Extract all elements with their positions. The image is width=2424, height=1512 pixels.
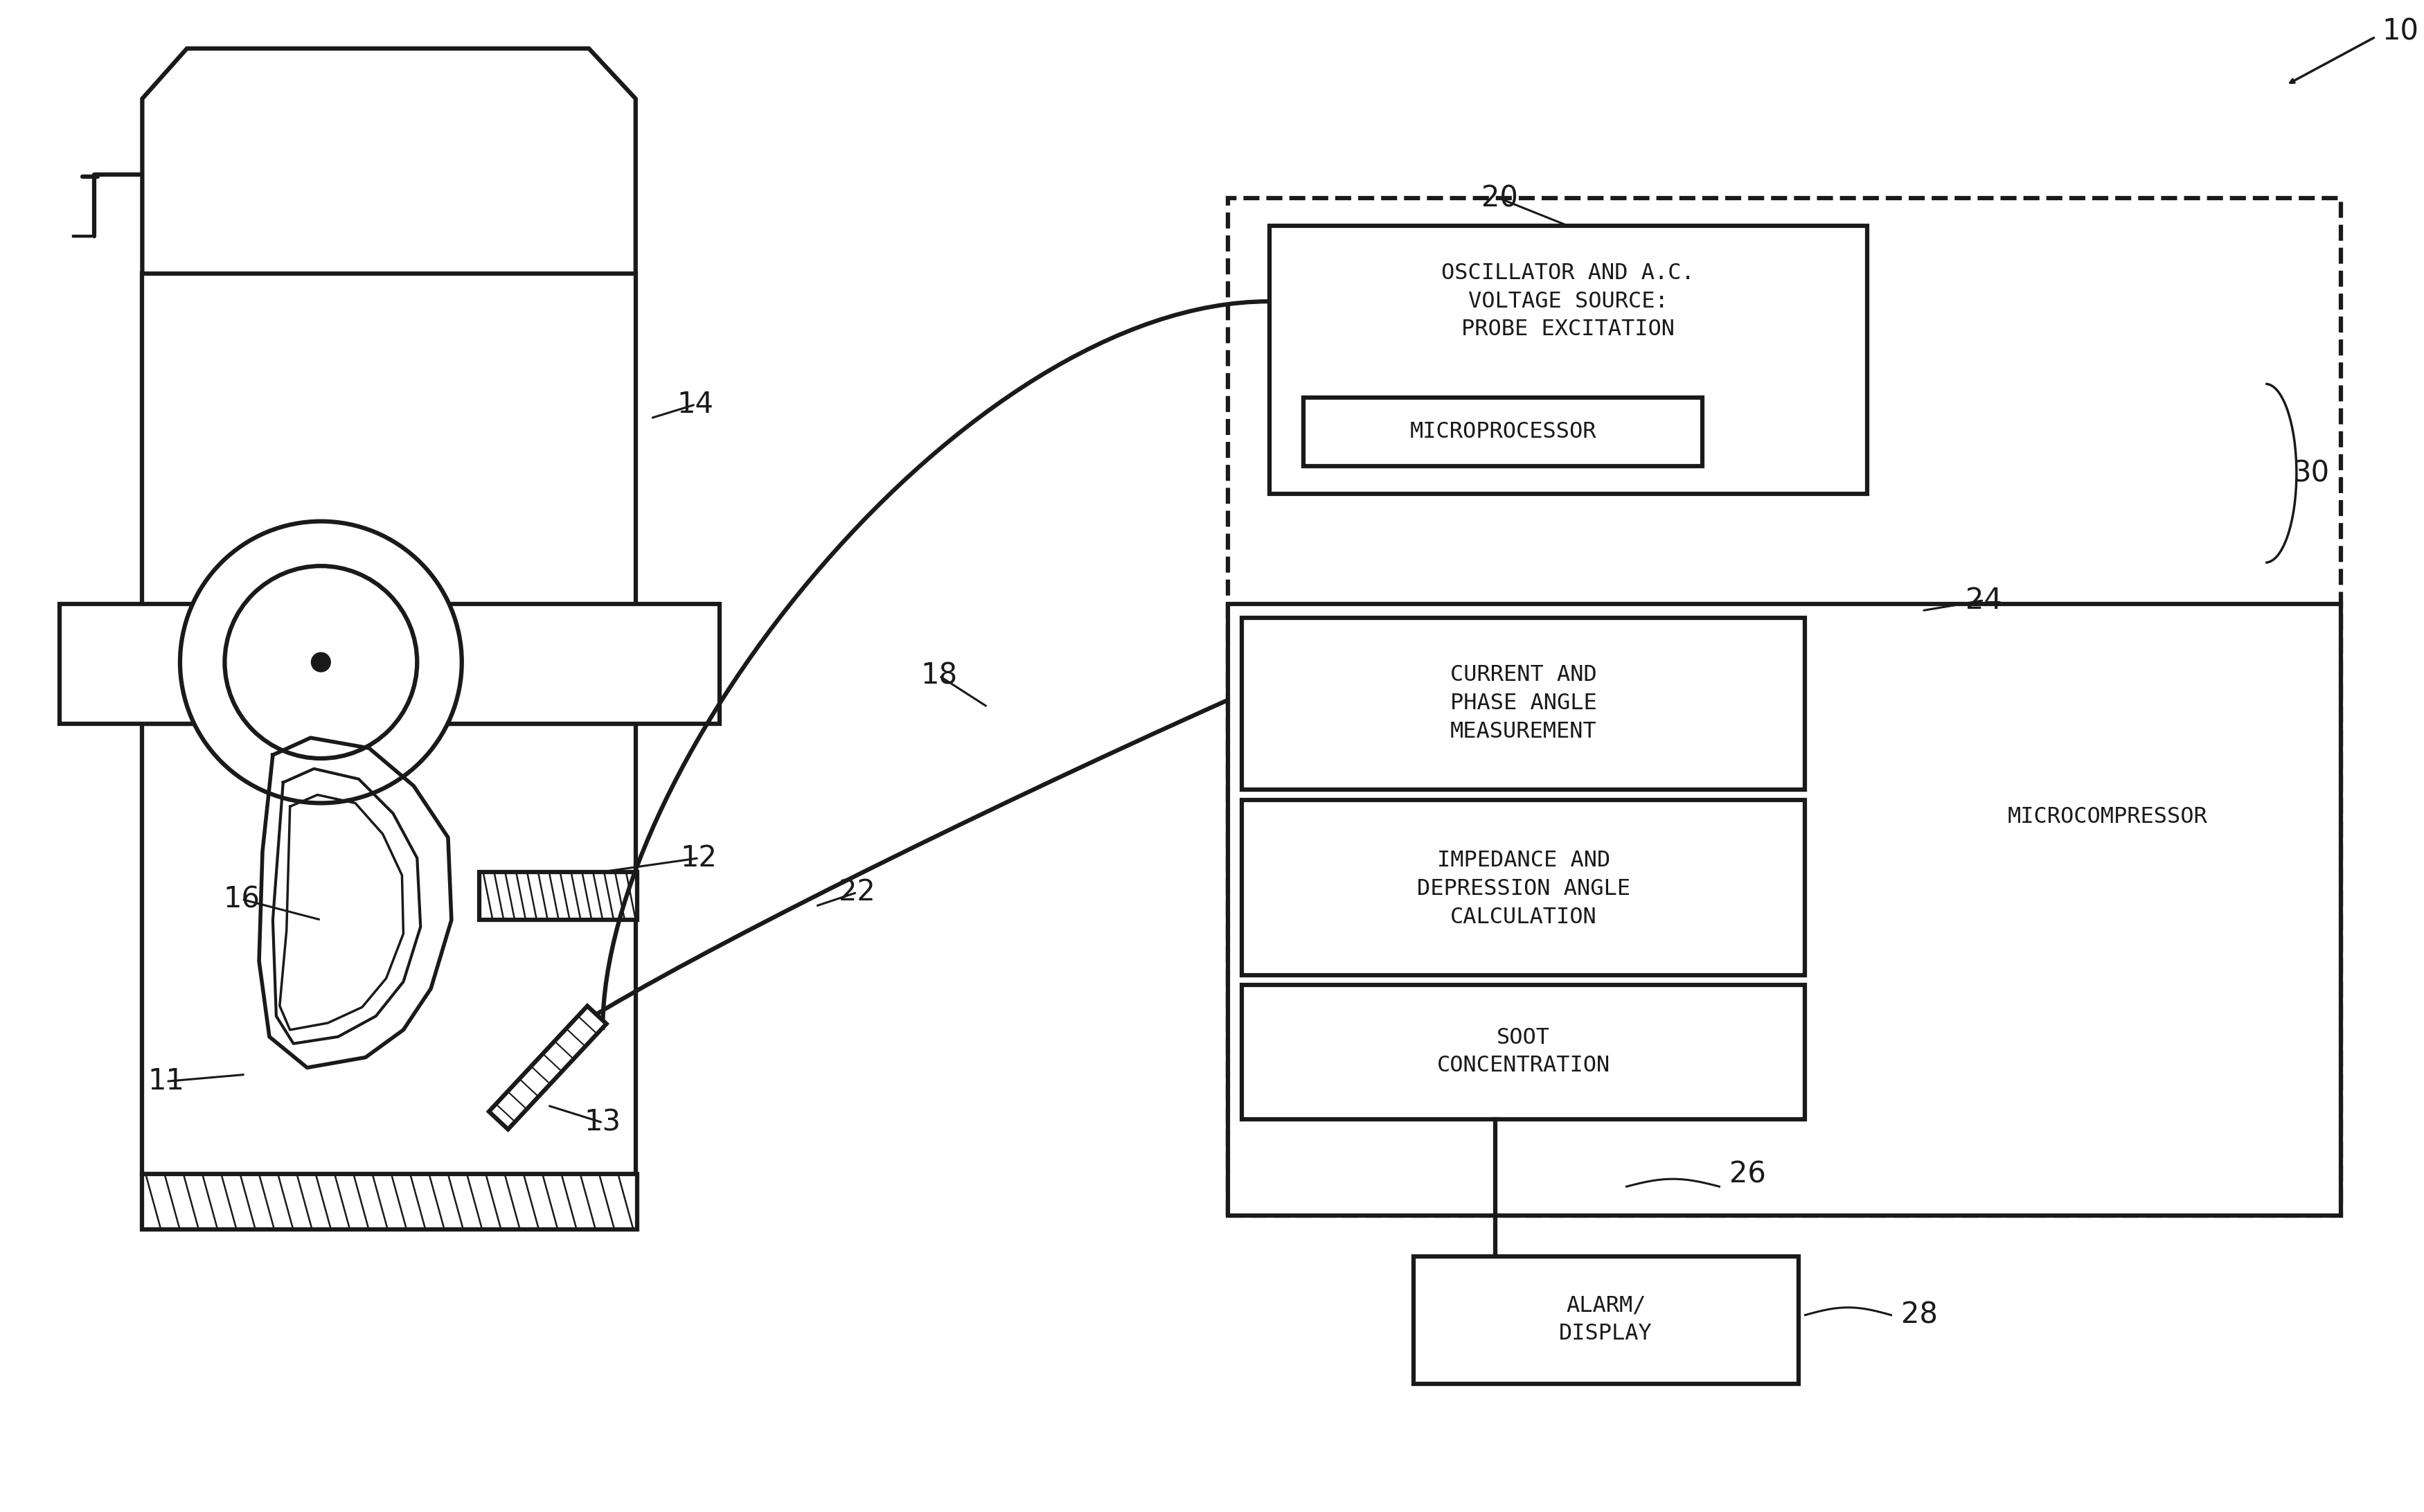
FancyBboxPatch shape xyxy=(1229,603,2342,1216)
FancyBboxPatch shape xyxy=(1241,800,1806,975)
Text: OSCILLATOR AND A.C.
VOLTAGE SOURCE:
PROBE EXCITATION: OSCILLATOR AND A.C. VOLTAGE SOURCE: PROB… xyxy=(1442,263,1694,340)
FancyBboxPatch shape xyxy=(143,1175,638,1229)
FancyBboxPatch shape xyxy=(1270,225,1866,494)
Circle shape xyxy=(225,565,417,759)
FancyBboxPatch shape xyxy=(480,872,638,919)
Text: ALARM/
DISPLAY: ALARM/ DISPLAY xyxy=(1559,1296,1653,1344)
Text: IMPEDANCE AND
DEPRESSION ANGLE
CALCULATION: IMPEDANCE AND DEPRESSION ANGLE CALCULATI… xyxy=(1416,850,1629,928)
FancyBboxPatch shape xyxy=(1241,617,1806,789)
FancyBboxPatch shape xyxy=(143,274,635,617)
FancyBboxPatch shape xyxy=(1304,398,1702,466)
Text: 10: 10 xyxy=(2383,17,2419,45)
Text: 24: 24 xyxy=(1966,585,2002,615)
PathPatch shape xyxy=(143,48,635,274)
Text: 14: 14 xyxy=(676,390,713,419)
Circle shape xyxy=(179,522,463,803)
Text: 20: 20 xyxy=(1481,184,1517,213)
Text: 12: 12 xyxy=(681,844,718,872)
Text: 11: 11 xyxy=(148,1067,184,1096)
FancyBboxPatch shape xyxy=(1413,1256,1799,1383)
Text: 30: 30 xyxy=(2293,458,2329,488)
Text: 22: 22 xyxy=(839,878,875,907)
Text: MICROPROCESSOR: MICROPROCESSOR xyxy=(1408,422,1595,443)
Text: 28: 28 xyxy=(1900,1300,1939,1329)
FancyBboxPatch shape xyxy=(1229,198,2342,1216)
Circle shape xyxy=(310,653,330,671)
Text: 18: 18 xyxy=(921,661,957,691)
FancyBboxPatch shape xyxy=(1241,986,1806,1119)
Text: CURRENT AND
PHASE ANGLE
MEASUREMENT: CURRENT AND PHASE ANGLE MEASUREMENT xyxy=(1450,665,1597,742)
Bar xyxy=(490,1005,606,1129)
Text: SOOT
CONCENTRATION: SOOT CONCENTRATION xyxy=(1437,1027,1610,1077)
FancyBboxPatch shape xyxy=(143,724,635,1175)
Text: 26: 26 xyxy=(1731,1160,1767,1188)
FancyBboxPatch shape xyxy=(61,603,720,724)
Text: 16: 16 xyxy=(223,885,259,913)
Text: MICROCOMPRESSOR: MICROCOMPRESSOR xyxy=(2007,806,2208,827)
Text: 13: 13 xyxy=(584,1108,621,1137)
